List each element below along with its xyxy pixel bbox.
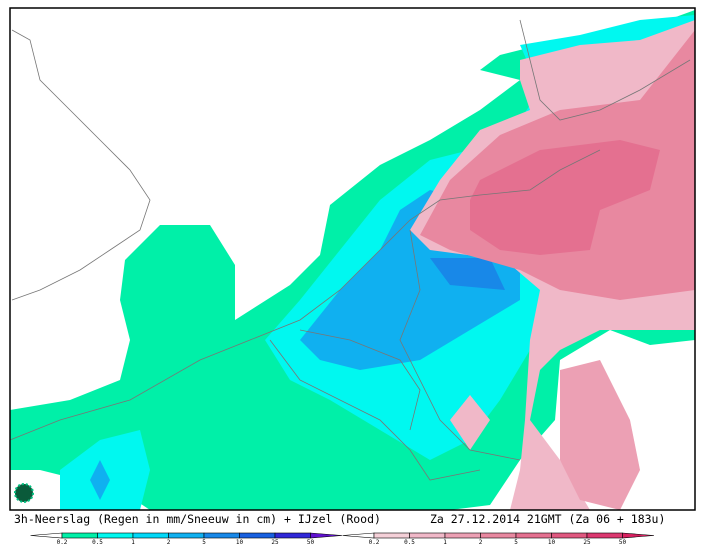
- ice-area-south: [450, 395, 490, 450]
- legend-label: 2: [479, 539, 483, 546]
- legend-swatch: [239, 532, 276, 539]
- legend-label: 5: [514, 539, 518, 546]
- legend-label: 0.2: [369, 539, 380, 546]
- legend-swatch: [61, 532, 98, 539]
- caption-right: Za 27.12.2014 21GMT (Za 06 + 183u): [430, 512, 665, 526]
- coast-britain: [11, 29, 151, 301]
- legend-swatch: [551, 532, 588, 539]
- legend-label: 1: [131, 539, 135, 546]
- legend-swatch: [97, 532, 134, 539]
- legend-swatch: [168, 532, 205, 539]
- legend-swatch: [444, 532, 481, 539]
- legend-label: 5: [202, 539, 206, 546]
- rain-area-dark: [430, 258, 505, 290]
- legend-label: 2: [167, 539, 171, 546]
- legend-swatch: [132, 532, 169, 539]
- legends: 0.2 0.5 1 2 5 10 25 50 0.2 0.5 1 2 5 10 25 50: [30, 532, 655, 546]
- border-2: [299, 329, 421, 431]
- legend-label: 50: [619, 539, 627, 546]
- coast-continent: [9, 149, 601, 441]
- legend-label: 10: [236, 539, 244, 546]
- legend-swatch: [409, 532, 446, 539]
- legend-label: 0.2: [57, 539, 68, 546]
- legend-label: 1: [443, 539, 447, 546]
- legend-swatch: [274, 532, 311, 539]
- legend-swatch: [586, 532, 623, 539]
- legend-swatch: [480, 532, 517, 539]
- legend-label: 25: [271, 539, 279, 546]
- legend-label: 10: [548, 539, 556, 546]
- legend-swatch: [203, 532, 240, 539]
- coastlines: [9, 19, 691, 481]
- legend-swatch: [373, 532, 410, 539]
- logo: [14, 483, 34, 503]
- legend-label: 0.5: [92, 539, 103, 546]
- border-1: [399, 229, 521, 461]
- legend-arrow: [622, 532, 655, 539]
- legend-swatch: [515, 532, 552, 539]
- coast-denmark: [519, 19, 691, 121]
- border-3: [269, 339, 481, 481]
- legend-label: 0.5: [404, 539, 415, 546]
- map: [9, 7, 696, 511]
- caption-left: 3h-Neerslag (Regen in mm/Sneeuw in cm) +…: [14, 512, 381, 526]
- map-frame: [9, 7, 696, 511]
- legend-label: 25: [583, 539, 591, 546]
- legend-label: 50: [307, 539, 315, 546]
- legend-arrow: [310, 532, 343, 539]
- ice-area-dark: [470, 140, 660, 255]
- rain-area-blue-south: [90, 460, 110, 500]
- ice-area-east: [560, 360, 640, 510]
